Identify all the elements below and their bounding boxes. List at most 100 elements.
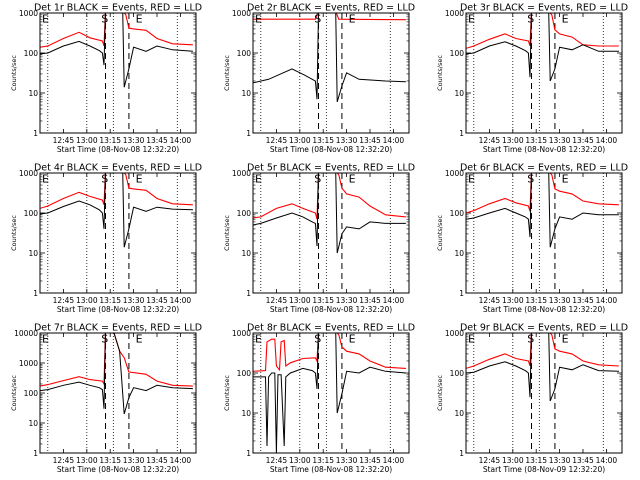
y-tick-label: 1 (459, 449, 464, 458)
x-tick-label: 13:45 (359, 296, 381, 305)
x-tick-label: 13:00 (289, 296, 311, 305)
y-axis-label: Counts/sec (436, 375, 444, 411)
x-tick-label: 13:00 (502, 136, 524, 145)
x-tick-label: 14:00 (170, 136, 192, 145)
y-tick-label: 1000 (232, 169, 251, 178)
x-tick-label: 13:30 (336, 136, 358, 145)
plot-frame (465, 172, 623, 294)
x-tick-label: 13:45 (146, 296, 168, 305)
interval-marker-label: E (468, 333, 475, 346)
x-axis-label: Start Time (08-Nov-08 12:32:20) (270, 465, 392, 474)
x-tick-label: 13:30 (549, 136, 571, 145)
series-events-line (466, 173, 619, 248)
y-axis-label: Counts/sec (223, 375, 231, 411)
plot-area (253, 13, 406, 133)
series-events-line (253, 13, 406, 103)
x-tick-label: 12:45 (53, 136, 75, 145)
x-tick-label: 13:15 (99, 296, 121, 305)
y-axis-label: Counts/sec (223, 55, 231, 91)
panel-det-8: Det 8r BLACK = Events, RED = LLD 1 10 100 10… (223, 323, 415, 475)
y-axis-label: Counts/sec (10, 375, 18, 411)
x-tick-label: 13:15 (312, 136, 334, 145)
y-tick-label: 1 (246, 449, 251, 458)
interval-marker-label: E (136, 13, 143, 26)
panel-det-5: Det 5r BLACK = Events, RED = LLD 1 10 100 10… (223, 163, 415, 315)
plot-frame (252, 332, 410, 454)
interval-marker-label: E (349, 333, 356, 346)
interval-marker-label: E (349, 13, 356, 26)
x-tick-label: 13:45 (572, 136, 594, 145)
y-tick-label: 100 (450, 369, 465, 378)
panel-det-9: Det 9r BLACK = Events, RED = LLD 1 10 100 10… (436, 323, 628, 475)
plot-area (253, 333, 406, 453)
y-tick-label: 100 (24, 209, 39, 218)
interval-marker-label: E (468, 173, 475, 186)
x-tick-label: 12:45 (266, 456, 288, 465)
series-events-line (40, 13, 193, 88)
y-tick-label: 10000 (14, 329, 38, 338)
y-tick-label: 10 (28, 89, 38, 98)
panel-det-6: Det 6r BLACK = Events, RED = LLD 1 10 100 10… (436, 163, 628, 315)
x-tick-label: 13:00 (76, 456, 98, 465)
interval-marker-label: E (255, 333, 262, 346)
panel-title: Det 4r BLACK = Events, RED = LLD (34, 163, 202, 174)
interval-marker-label: S (314, 173, 321, 186)
interval-marker-label: S (101, 173, 108, 186)
x-tick-label: 13:00 (502, 456, 524, 465)
panel-det-4: Det 4r BLACK = Events, RED = LLD 1 10 100 10… (10, 163, 202, 315)
x-tick-label: 13:30 (336, 456, 358, 465)
x-tick-label: 14:00 (170, 296, 192, 305)
plot-frame (252, 12, 410, 134)
x-tick-label: 12:45 (53, 296, 75, 305)
x-tick-label: 13:15 (99, 456, 121, 465)
x-axis-label: Start Time (08-Nov-08 12:32:20) (270, 145, 392, 154)
x-tick-label: 13:15 (525, 296, 547, 305)
x-tick-label: 13:30 (123, 456, 145, 465)
plot-frame (39, 172, 197, 294)
interval-marker-label: E (136, 173, 143, 186)
x-tick-label: 14:00 (596, 136, 618, 145)
y-tick-label: 100 (237, 369, 252, 378)
panel-det-7: Det 7r BLACK = Events, RED = LLD 1 10 100 10… (10, 323, 202, 475)
x-tick-label: 14:00 (383, 136, 405, 145)
plot-area (253, 173, 406, 293)
y-tick-label: 1 (33, 449, 38, 458)
x-tick-label: 13:00 (289, 456, 311, 465)
x-axis-label: Start Time (08-Nov-09 12:32:20) (483, 465, 605, 474)
panel-det-3: Det 3r BLACK = Events, RED = LLD 1 10 100 10… (436, 3, 628, 155)
x-axis-label: Start Time (08-Nov-08 12:32:20) (483, 145, 605, 154)
series-lld-line (40, 13, 193, 48)
series-lld-line (253, 13, 406, 21)
x-tick-label: 13:15 (525, 136, 547, 145)
panel-title: Det 7r BLACK = Events, RED = LLD (34, 323, 202, 334)
plot-frame (252, 172, 410, 294)
panel-det-2: Det 2r BLACK = Events, RED = LLD 1 10 100 10… (223, 3, 415, 155)
panel-det-1: Det 1r BLACK = Events, RED = LLD 1 10 100 10… (10, 3, 202, 155)
x-tick-label: 14:00 (383, 456, 405, 465)
y-tick-label: 10 (454, 249, 464, 258)
y-tick-label: 1 (246, 289, 251, 298)
interval-marker-label: E (562, 333, 569, 346)
x-tick-label: 13:30 (123, 136, 145, 145)
y-tick-label: 1000 (232, 329, 251, 338)
series-events-line (40, 173, 193, 248)
x-tick-label: 13:30 (123, 296, 145, 305)
series-events-line (253, 333, 406, 453)
y-tick-label: 100 (24, 49, 39, 58)
interval-marker-label: E (255, 13, 262, 26)
y-axis-label: Counts/sec (436, 55, 444, 91)
series-lld-line (466, 173, 619, 214)
x-tick-label: 13:45 (359, 456, 381, 465)
interval-marker-label: E (42, 333, 49, 346)
y-axis-label: Counts/sec (436, 215, 444, 251)
interval-marker-label: S (527, 333, 534, 346)
y-tick-label: 1000 (445, 329, 464, 338)
x-tick-label: 13:15 (312, 456, 334, 465)
plot-frame (39, 12, 197, 134)
series-events-line (466, 13, 619, 82)
x-tick-label: 13:45 (572, 296, 594, 305)
y-tick-label: 10 (241, 89, 251, 98)
plot-area (40, 13, 193, 133)
x-tick-label: 12:45 (53, 456, 75, 465)
